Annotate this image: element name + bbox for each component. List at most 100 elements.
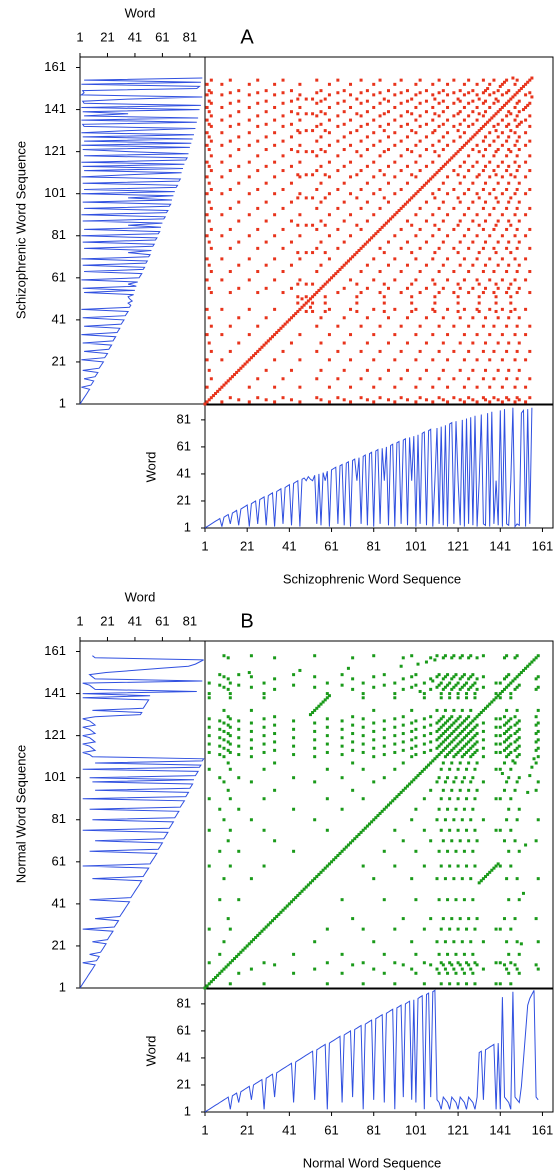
- recurrence-dot: [256, 101, 260, 105]
- recurrence-dot: [475, 307, 479, 311]
- recurrence-dot: [308, 297, 312, 301]
- recurrence-dot: [494, 129, 498, 133]
- recurrence-dot: [471, 952, 475, 956]
- recurrence-dot: [441, 263, 445, 267]
- recurrence-dot: [351, 677, 355, 681]
- recurrence-dot: [507, 286, 511, 290]
- recurrence-dot: [393, 213, 397, 217]
- recurrence-dot: [258, 931, 262, 935]
- recurrence-dot: [264, 341, 268, 345]
- recurrence-dot: [298, 307, 302, 311]
- recurrence-dot: [209, 396, 213, 400]
- recurrence-dot: [500, 278, 504, 282]
- recurrence-dot: [220, 333, 224, 337]
- x-tick-label: 121: [447, 538, 469, 553]
- recurrence-dot: [218, 387, 222, 391]
- recurrence-dot: [222, 708, 226, 712]
- recurrence-dot: [454, 736, 458, 740]
- recurrence-dot: [526, 103, 530, 107]
- recurrence-dot: [517, 341, 521, 345]
- recurrence-dot: [273, 715, 277, 719]
- recurrence-dot: [441, 788, 445, 792]
- recurrence-dot: [467, 723, 471, 727]
- recurrence-dot: [477, 150, 481, 154]
- recurrence-dot: [237, 240, 241, 244]
- recurrence-dot: [515, 377, 519, 381]
- recurrence-dot: [475, 160, 479, 164]
- recurrence-dot: [496, 89, 500, 93]
- recurrence-dot: [498, 742, 502, 746]
- recurrence-dot: [292, 849, 296, 853]
- recurrence-dot: [414, 175, 418, 179]
- recurrence-dot: [481, 187, 485, 191]
- recurrence-dot: [359, 227, 363, 231]
- recurrence-dot: [325, 717, 329, 721]
- recurrence-dot: [256, 246, 260, 250]
- recurrence-dot: [462, 192, 466, 196]
- recurrence-dot: [289, 341, 293, 345]
- recurrence-dot: [424, 368, 428, 372]
- recurrence-dot: [456, 129, 460, 133]
- recurrence-dot: [460, 967, 464, 971]
- recurrence-dot: [313, 675, 317, 679]
- recurrence-dot: [462, 744, 466, 748]
- recurrence-dot: [441, 181, 445, 185]
- recurrence-dot: [509, 742, 513, 746]
- recurrence-dot: [209, 169, 213, 173]
- recurrence-dot: [247, 175, 251, 179]
- recurrence-dot: [498, 734, 502, 738]
- recurrence-dot: [492, 227, 496, 231]
- recurrence-dot: [498, 750, 502, 754]
- y-tick-label: 21: [52, 353, 66, 368]
- recurrence-dot: [488, 400, 492, 404]
- recurrence-dot: [471, 341, 475, 345]
- recurrence-dot: [410, 251, 414, 255]
- recurrence-dot: [228, 187, 232, 191]
- recurrence-dot: [517, 368, 521, 372]
- recurrence-dot: [220, 400, 224, 404]
- recurrence-dot: [513, 385, 517, 389]
- recurrence-dot: [515, 139, 519, 143]
- recurrence-dot: [372, 143, 376, 147]
- recurrence-dot: [448, 927, 452, 931]
- recurrence-dot: [410, 150, 414, 154]
- recurrence-dot: [245, 944, 249, 948]
- axis-label: Word: [125, 5, 156, 20]
- recurrence-dot: [342, 99, 346, 103]
- recurrence-dot: [517, 110, 521, 114]
- recurrence-dot: [342, 398, 346, 402]
- recurrence-dot: [209, 324, 213, 328]
- recurrence-dot: [365, 110, 369, 114]
- recurrence-dot: [298, 891, 302, 895]
- recurrence-dot: [441, 677, 445, 681]
- recurrence-dot: [298, 82, 302, 86]
- recurrence-dot: [515, 101, 519, 105]
- recurrence-dot: [505, 154, 509, 158]
- recurrence-dot: [460, 675, 464, 679]
- recurrence-dot: [205, 143, 209, 147]
- recurrence-dot: [467, 206, 471, 210]
- recurrence-dot: [207, 110, 211, 114]
- recurrence-dot: [349, 118, 353, 122]
- recurrence-dot: [517, 164, 521, 168]
- axis-label: Word: [143, 1036, 158, 1067]
- recurrence-dot: [237, 753, 241, 757]
- recurrence-dot: [378, 169, 382, 173]
- recurrence-dot: [448, 750, 452, 754]
- recurrence-dot: [359, 377, 363, 381]
- recurrence-dot: [207, 99, 211, 103]
- recurrence-dot: [429, 677, 433, 681]
- recurrence-dot: [439, 725, 443, 729]
- recurrence-dot: [262, 696, 266, 700]
- recurrence-dot: [262, 717, 266, 721]
- recurrence-dot: [505, 746, 509, 750]
- recurrence-dot: [249, 818, 253, 822]
- recurrence-dot: [378, 187, 382, 191]
- recurrence-dot: [237, 89, 241, 93]
- recurrence-dot: [361, 797, 365, 801]
- recurrence-dot: [488, 358, 492, 362]
- recurrence-dot: [401, 715, 405, 719]
- recurrence-dot: [218, 727, 222, 731]
- recurrence-dot: [296, 301, 300, 305]
- recurrence-dot: [524, 307, 528, 311]
